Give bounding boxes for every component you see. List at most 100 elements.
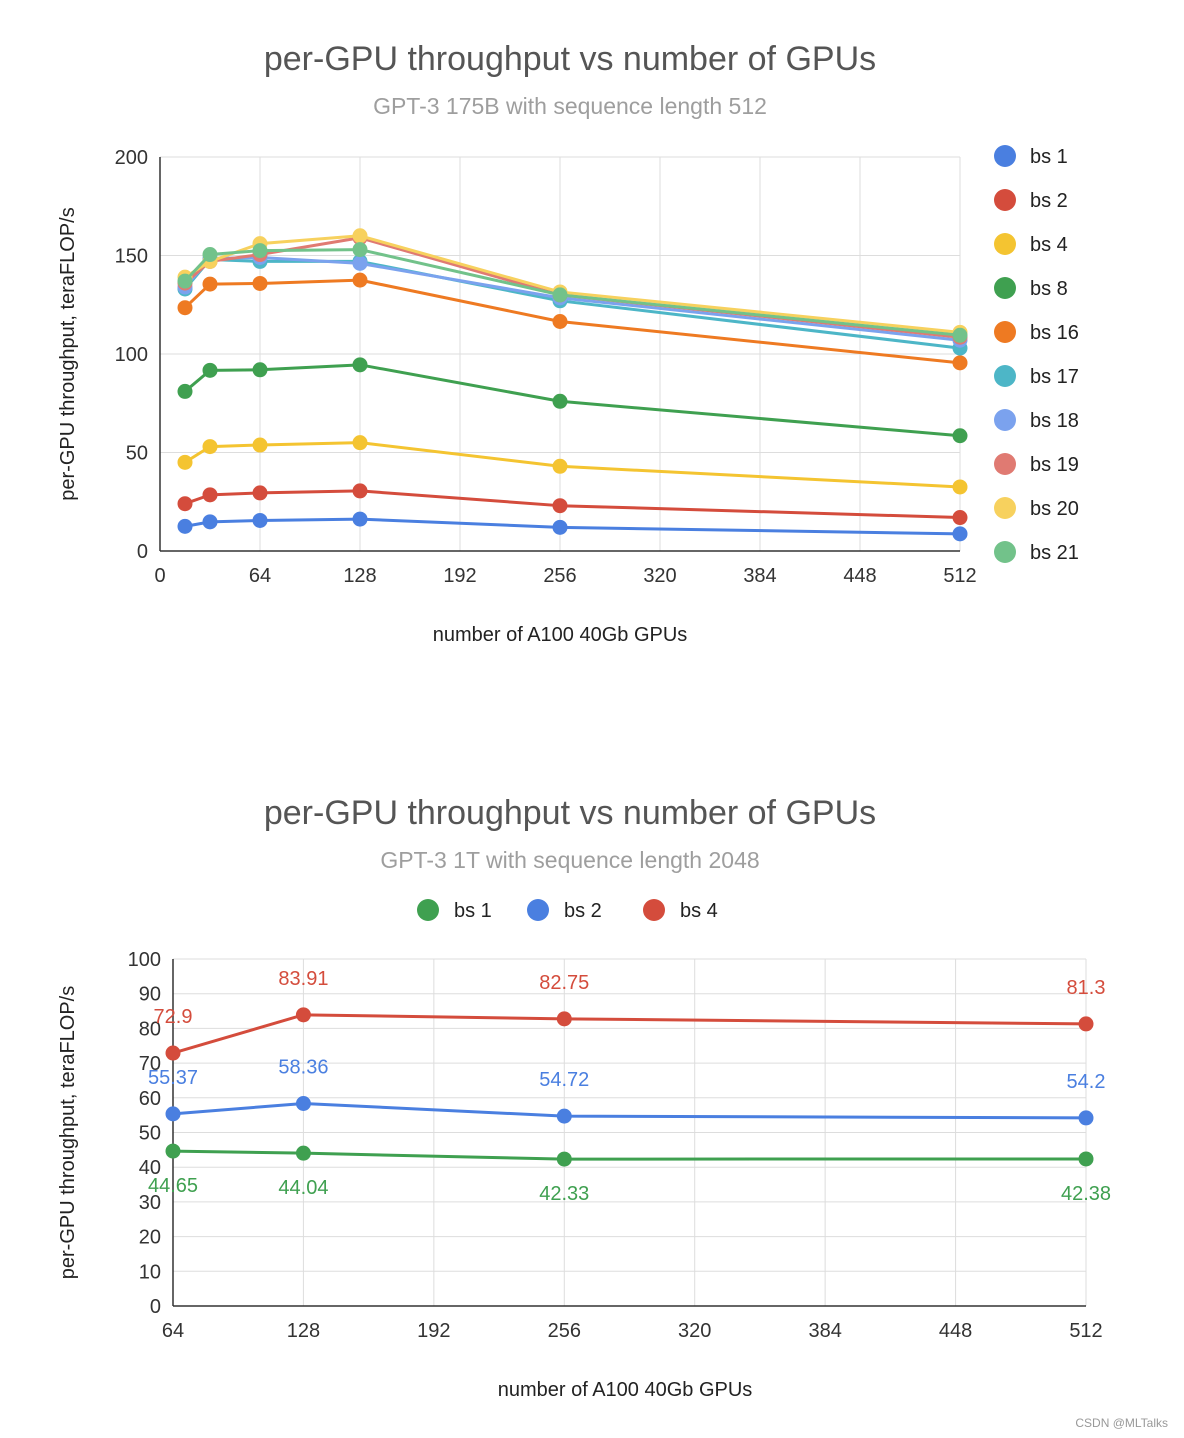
x-tick-label: 320 [643, 565, 676, 587]
data-point [552, 393, 568, 409]
y-tick-label: 60 [139, 1088, 161, 1110]
data-point [952, 327, 968, 343]
data-point [252, 243, 268, 259]
data-label: 58.36 [278, 1056, 328, 1078]
legend: bs 1 bs 2 bs 4 [417, 899, 718, 922]
x-tick-label: 128 [343, 565, 376, 587]
x-tick-label: 320 [678, 1320, 711, 1342]
chart-1: per-GPU throughput vs number of GPUs GPT-… [57, 40, 1079, 646]
y-axis-label: per-GPU throughput, teraFLOP/s [57, 207, 79, 500]
data-label: 54.2 [1067, 1071, 1106, 1093]
series-line [183, 255, 961, 342]
y-tick-label: 0 [150, 1296, 161, 1318]
data-point [295, 1007, 311, 1023]
data-point [352, 242, 368, 258]
data-point [352, 483, 368, 499]
series-bs-1: 44.65 44.04 42.33 42.38 [148, 1143, 1111, 1205]
legend-label: bs 1 [1030, 146, 1068, 168]
legend-label: bs 4 [1030, 234, 1068, 256]
data-point [295, 1145, 311, 1161]
data-point [252, 275, 268, 291]
y-tick-label: 100 [128, 949, 161, 971]
x-axis-label: number of A100 40Gb GPUs [433, 624, 688, 646]
data-point [556, 1151, 572, 1167]
data-point [552, 498, 568, 514]
data-label: 82.75 [539, 972, 589, 994]
series-line [172, 1101, 1087, 1120]
y-tick-label: 40 [139, 1157, 161, 1179]
x-tick-label: 128 [287, 1320, 320, 1342]
y-axis-label: per-GPU throughput, teraFLOP/s [57, 986, 79, 1279]
data-point [202, 487, 218, 503]
legend-label: bs 2 [564, 900, 602, 922]
legend-label: bs 8 [1030, 278, 1068, 300]
legend-marker [994, 541, 1016, 563]
data-point [177, 300, 193, 316]
data-point [202, 514, 218, 530]
data-point [165, 1143, 181, 1159]
data-point [952, 428, 968, 444]
legend-label: bs 17 [1030, 366, 1079, 388]
x-tick-label: 256 [548, 1320, 581, 1342]
x-tick-label: 192 [443, 565, 476, 587]
legend-marker [994, 453, 1016, 475]
legend-label: bs 2 [1030, 190, 1068, 212]
chart-title: per-GPU throughput vs number of GPUs [264, 40, 876, 78]
data-point [1078, 1110, 1094, 1126]
y-tick-label: 0 [137, 541, 148, 563]
legend-label: bs 1 [454, 900, 492, 922]
data-point [556, 1108, 572, 1124]
data-point [177, 454, 193, 470]
data-label: 54.72 [539, 1069, 589, 1091]
legend-marker [994, 233, 1016, 255]
y-tick-label: 150 [115, 246, 148, 268]
series-bs-18 [177, 249, 968, 348]
data-label: 83.91 [278, 968, 328, 990]
y-tick-label: 100 [115, 344, 148, 366]
chart-2: per-GPU throughput vs number of GPUs GPT-… [57, 794, 1111, 1401]
y-tick-label: 80 [139, 1018, 161, 1040]
data-point [202, 276, 218, 292]
data-point [177, 273, 193, 289]
legend-marker [643, 899, 665, 921]
data-point [177, 518, 193, 534]
legend-marker [994, 277, 1016, 299]
series-line [183, 257, 961, 350]
data-point [352, 255, 368, 271]
series-line [184, 441, 961, 489]
series-bs-8 [177, 357, 968, 444]
data-point [556, 1011, 572, 1027]
data-point [552, 313, 568, 329]
legend-marker [994, 409, 1016, 431]
y-tick-label: 30 [139, 1192, 161, 1214]
legend-marker [527, 899, 549, 921]
series-line [184, 363, 961, 438]
legend-label: bs 21 [1030, 542, 1079, 564]
legend-marker [994, 365, 1016, 387]
legend-label: bs 18 [1030, 410, 1079, 432]
data-point [952, 479, 968, 495]
data-point [252, 437, 268, 453]
series-bs-4 [177, 435, 968, 495]
y-tick-label: 90 [139, 984, 161, 1006]
data-point [295, 1095, 311, 1111]
y-tick-label: 10 [139, 1261, 161, 1283]
data-label: 42.33 [539, 1183, 589, 1205]
x-tick-label: 384 [743, 565, 776, 587]
data-point [202, 247, 218, 263]
legend-marker [994, 497, 1016, 519]
series-line [184, 489, 961, 520]
data-label: 81.3 [1067, 977, 1106, 999]
legend-label: bs 20 [1030, 498, 1079, 520]
data-point [552, 519, 568, 535]
data-point [1078, 1151, 1094, 1167]
chart-subtitle: GPT-3 175B with sequence length 512 [373, 93, 767, 119]
y-tick-label: 20 [139, 1227, 161, 1249]
legend-marker [417, 899, 439, 921]
series-bs-4: 72.9 83.91 82.75 81.3 [154, 968, 1106, 1061]
y-tick-label: 200 [115, 147, 148, 169]
series-bs-1 [177, 511, 968, 542]
data-point [202, 362, 218, 378]
legend-label: bs 19 [1030, 454, 1079, 476]
